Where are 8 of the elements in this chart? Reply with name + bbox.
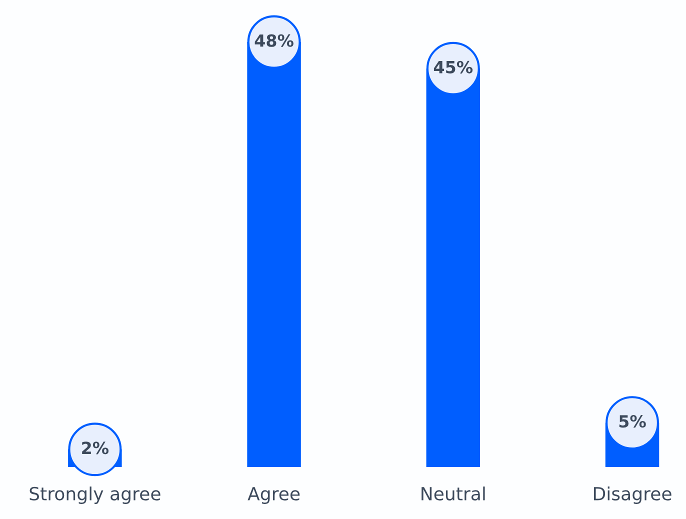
data-label: 45%	[434, 60, 473, 74]
x-tick-label: Strongly agree	[30, 486, 160, 504]
x-tick-label: Disagree	[594, 486, 672, 504]
data-label: 5%	[619, 415, 646, 428]
data-label: 48%	[254, 34, 294, 47]
data-label: 2%	[82, 442, 109, 454]
x-tick-label: Agree	[248, 487, 300, 504]
x-tick-label: Neutral	[422, 486, 485, 501]
